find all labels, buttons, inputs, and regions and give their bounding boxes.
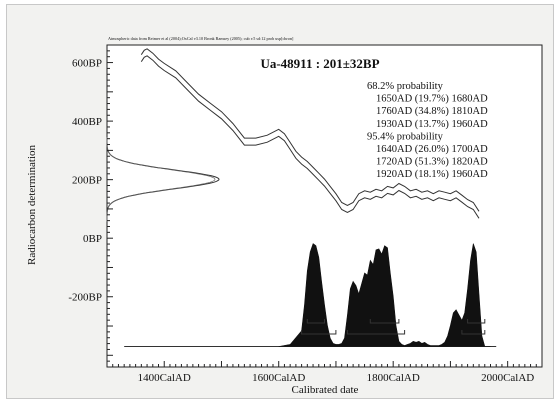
y-axis-ticks: 600BP 400BP 200BP 0BP -200BP bbox=[68, 44, 113, 368]
y-tick-label: 200BP bbox=[72, 175, 102, 187]
probability-line: 1650AD (19.7%) 1680AD bbox=[376, 94, 488, 105]
x-tick-label: 1600CalAD bbox=[252, 372, 305, 384]
radiocarbon-calibration-chart: Atmospheric data from Reimer et al (2004… bbox=[26, 36, 543, 396]
range-95-bracket bbox=[346, 330, 406, 335]
measurement-distribution bbox=[106, 137, 220, 222]
probability-line: 1640AD (26.0%) 1700AD bbox=[376, 144, 488, 155]
chart-frame: Atmospheric data from Reimer et al (2004… bbox=[6, 4, 554, 399]
probability-line: 1760AD (34.8%) 1810AD bbox=[376, 106, 488, 117]
y-axis-label: Radiocarbon determination bbox=[26, 144, 38, 265]
x-axis-ticks: 1400CalAD 1600CalAD 1800CalAD 2000CalAD bbox=[106, 361, 543, 384]
probability-line: 1920AD (18.1%) 1960AD bbox=[376, 169, 488, 180]
header-note: Atmospheric data from Reimer et al (2004… bbox=[108, 36, 294, 41]
range-68-bracket bbox=[369, 319, 400, 324]
x-tick-label: 1800CalAD bbox=[367, 372, 420, 384]
measurement-gaussian-inner bbox=[106, 137, 216, 222]
x-tick-label: 1400CalAD bbox=[138, 372, 191, 384]
y-tick-label: -200BP bbox=[68, 292, 102, 304]
probability-line: 95.4% probability bbox=[367, 131, 444, 142]
probability-line: 1930AD (13.7%) 1960AD bbox=[376, 119, 488, 130]
probability-line: 68.2% probability bbox=[367, 81, 444, 92]
x-tick-label: 2000CalAD bbox=[481, 372, 534, 384]
y-tick-label: 0BP bbox=[83, 233, 102, 245]
chart-title: Ua-48911 : 201±32BP bbox=[260, 56, 379, 71]
range-68-bracket bbox=[306, 319, 325, 324]
range-68-bracket bbox=[467, 319, 486, 324]
range-95-bracket bbox=[461, 330, 486, 335]
calibration-curve-upper bbox=[140, 48, 480, 212]
range-95-bracket bbox=[301, 330, 337, 335]
calibration-curve-lower bbox=[140, 55, 480, 219]
y-tick-label: 400BP bbox=[72, 116, 102, 128]
probability-distribution-layer bbox=[124, 243, 497, 348]
x-axis-label: Calibrated date bbox=[292, 384, 359, 396]
probability-distribution bbox=[278, 243, 491, 347]
probability-ranges bbox=[301, 319, 486, 335]
calibration-curve bbox=[140, 48, 480, 219]
probability-line: 1720AD (51.3%) 1820AD bbox=[376, 157, 488, 168]
y-tick-label: 600BP bbox=[72, 58, 102, 70]
